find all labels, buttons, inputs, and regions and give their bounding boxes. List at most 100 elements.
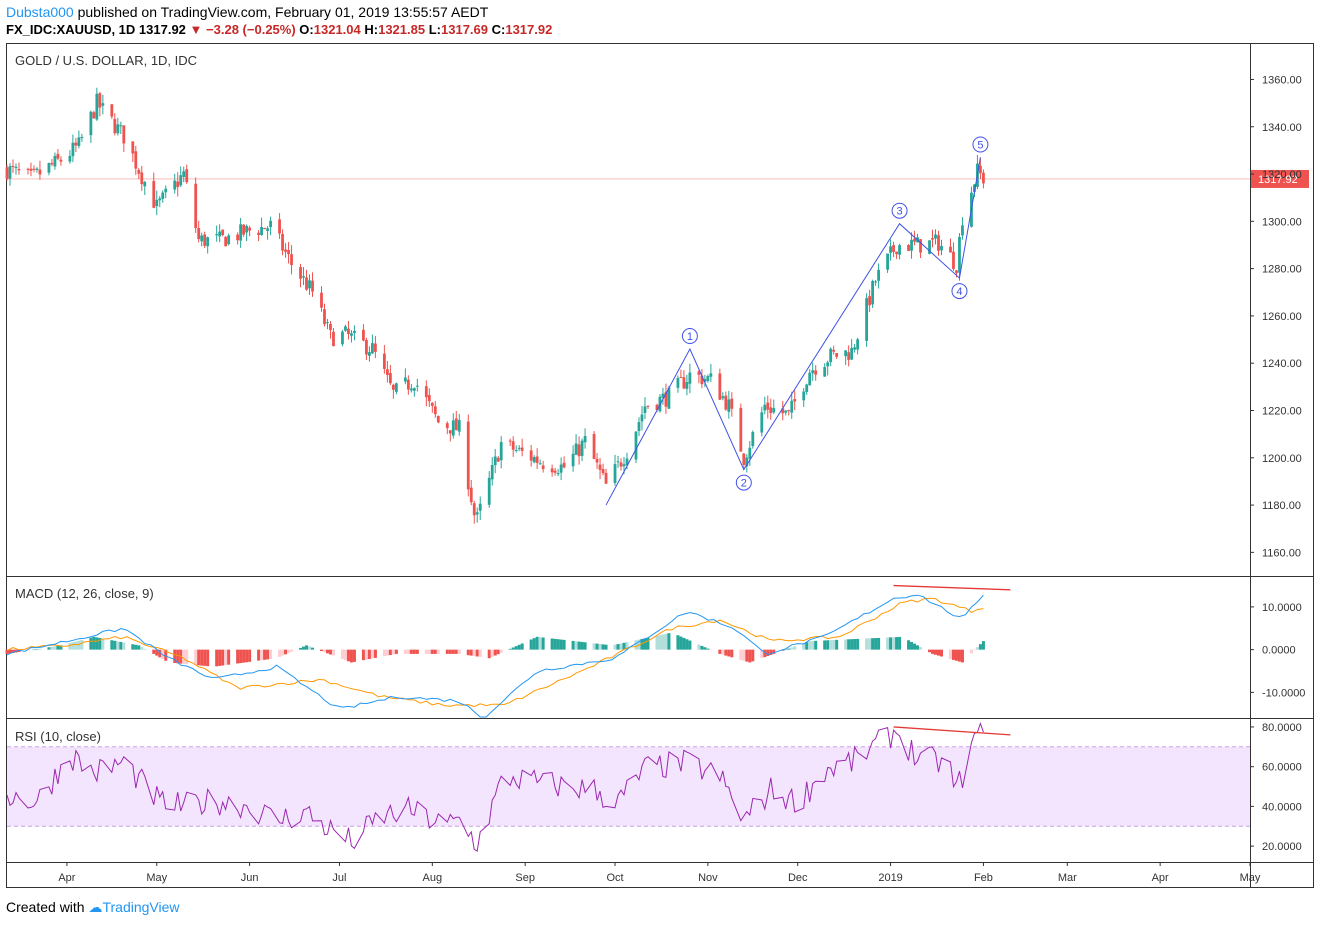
candle-down <box>197 227 201 240</box>
macd-histogram-bar <box>835 639 839 650</box>
candle-up <box>571 453 575 467</box>
candle-down <box>290 254 293 266</box>
macd-histogram-bar <box>224 649 228 666</box>
candle-down <box>152 181 156 208</box>
macd-histogram-bar <box>895 637 899 650</box>
macd-histogram-bar <box>194 649 198 666</box>
macd-histogram-bar <box>469 649 473 656</box>
macd-histogram-bar <box>718 649 722 654</box>
candle-up <box>487 477 491 505</box>
macd-histogram-bar <box>284 649 288 655</box>
rsi-divergence-line <box>893 726 1011 736</box>
macd-histogram-bar <box>227 649 231 665</box>
candle-down <box>284 249 287 252</box>
low-label: L: <box>428 22 441 37</box>
candle-down <box>730 398 734 409</box>
macd-histogram-bar <box>937 649 941 656</box>
candle-down <box>604 472 608 484</box>
elliott-wave-line <box>605 157 981 506</box>
macd-histogram-bar <box>853 639 857 650</box>
candle-down <box>110 104 114 117</box>
macd-histogram-bar <box>679 636 683 650</box>
candle-down <box>919 239 922 253</box>
rsi-axis-tick-label: 60.0000 <box>1262 762 1302 774</box>
macd-histogram-bar <box>808 641 812 650</box>
macd-histogram-bar <box>517 644 521 650</box>
macd-histogram-bar <box>92 636 96 650</box>
candle-down <box>203 234 207 246</box>
candle-up <box>227 235 231 245</box>
time-axis-tick-label: Apr <box>58 872 75 884</box>
candle-down <box>847 352 851 360</box>
candle-down <box>433 406 437 415</box>
time-axis-tick-label: May <box>1240 872 1261 884</box>
candle-up <box>206 237 210 247</box>
macd-pane-title: MACD (12, 26, close, 9) <box>15 586 154 601</box>
candle-down <box>550 468 554 473</box>
macd-histogram-bar <box>89 637 93 650</box>
macd-histogram-bar <box>448 649 452 654</box>
candle-up <box>688 372 692 384</box>
macd-histogram-bar <box>874 638 878 650</box>
tradingview-logo-icon: ☁ <box>88 899 103 915</box>
wave-marker-circle <box>891 202 908 219</box>
macd-histogram-bar <box>206 649 210 667</box>
candle-up <box>394 383 398 392</box>
macd-histogram-bar <box>625 642 629 650</box>
time-axis-tick-label: Sep <box>515 872 535 884</box>
macd-histogram-bar <box>68 643 72 650</box>
candle-down <box>299 267 302 279</box>
candle-up <box>874 281 878 283</box>
macd-histogram-bar <box>263 649 267 660</box>
high-label: H: <box>364 22 379 37</box>
price-axis-tick-label: 1360.00 <box>1262 74 1302 86</box>
macd-histogram-bar <box>35 649 39 650</box>
candle-down <box>664 392 668 407</box>
wave-marker-circle <box>972 136 989 153</box>
candle-up <box>961 225 964 236</box>
macd-histogram-bar <box>77 640 81 650</box>
tradingview-link[interactable]: TradingView <box>102 899 180 915</box>
candle-down <box>598 464 602 470</box>
macd-histogram-bar <box>308 646 312 650</box>
candle-up <box>898 245 901 255</box>
candle-up <box>161 192 165 199</box>
wave-marker-circle <box>681 328 698 345</box>
macd-histogram-bar <box>47 647 51 650</box>
candle-down <box>242 224 246 235</box>
macd-histogram-bar <box>595 643 599 650</box>
macd-histogram-bar <box>248 649 252 662</box>
candle-up <box>371 343 374 354</box>
macd-histogram-bar <box>832 639 836 650</box>
candle-up <box>412 388 416 391</box>
macd-histogram-bar <box>98 637 102 650</box>
wave-marker-circle <box>951 283 968 300</box>
candle-down <box>32 168 36 170</box>
candle-down <box>787 410 791 412</box>
macd-histogram-bar <box>101 638 105 650</box>
candle-up <box>116 124 120 134</box>
macd-histogram-bar <box>412 649 416 654</box>
candle-up <box>302 276 305 278</box>
candle-up <box>853 347 857 350</box>
macd-histogram-bar <box>868 638 872 650</box>
time-axis-tick-label: May <box>146 872 167 884</box>
macd-histogram-bar <box>931 649 935 654</box>
macd-histogram-bar <box>352 649 356 662</box>
candle-up <box>532 457 536 463</box>
price-axis-tick-label: 1320.00 <box>1262 169 1302 181</box>
candle-down <box>176 181 180 188</box>
macd-histogram-bar <box>928 649 932 653</box>
candle-down <box>793 399 797 402</box>
candle-down <box>949 246 952 253</box>
macd-histogram-bar <box>829 640 833 650</box>
macd-histogram-bar <box>239 649 243 664</box>
macd-histogram-bar <box>176 649 180 664</box>
macd-histogram-bar <box>700 645 704 650</box>
macd-histogram-bar <box>80 639 84 650</box>
author-link[interactable]: Dubsta000 <box>6 4 74 20</box>
macd-histogram-bar <box>311 647 315 650</box>
candle-up <box>182 171 186 177</box>
chart-frame <box>6 43 1314 888</box>
